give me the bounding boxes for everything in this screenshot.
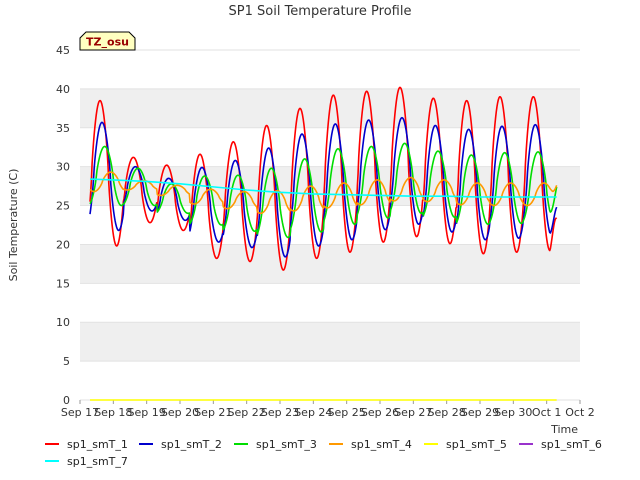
legend-swatch	[45, 443, 59, 445]
y-tick-label: 15	[56, 277, 70, 290]
legend-item-sp1_smT_5: sp1_smT_5	[424, 436, 507, 452]
y-tick-label: 45	[56, 44, 70, 57]
legend-label: sp1_smT_4	[351, 437, 412, 451]
legend-swatch	[329, 443, 343, 445]
series-line-sp1_smT_4	[89, 171, 558, 215]
tz-badge-label: TZ_osu	[86, 36, 129, 49]
series-line-sp1_smT_3	[89, 142, 558, 239]
y-tick-label: 40	[56, 83, 70, 96]
tz-badge-shape	[79, 31, 136, 51]
y-tick-label: 30	[56, 161, 70, 174]
y-tick-label: 5	[63, 355, 70, 368]
x-tick-label: Sep 25	[328, 406, 366, 419]
legend-label: sp1_smT_5	[446, 437, 507, 451]
x-axis-label: Time	[550, 423, 578, 436]
x-tick-label: Sep 18	[94, 406, 132, 419]
y-tick-label: 20	[56, 238, 70, 251]
x-tick-label: Sep 19	[128, 406, 166, 419]
legend-swatch	[234, 443, 248, 445]
legend-label: sp1_smT_3	[256, 437, 317, 451]
legend-item-sp1_smT_3: sp1_smT_3	[234, 436, 317, 452]
chart-title: SP1 Soil Temperature Profile	[229, 4, 412, 19]
series-line-sp1_smT_7	[89, 178, 557, 198]
legend-swatch	[45, 460, 59, 462]
x-tick-label: Sep 21	[194, 406, 232, 419]
y-tick-label: 0	[63, 394, 70, 407]
legend-label: sp1_smT_1	[67, 437, 128, 451]
legend-label: sp1_smT_2	[161, 437, 222, 451]
legend-swatch	[424, 443, 438, 445]
x-tick-label: Sep 26	[361, 406, 399, 419]
legend-item-sp1_smT_6: sp1_smT_6	[519, 436, 602, 452]
legend-label: sp1_smT_7	[67, 454, 128, 468]
y-axis-label: Soil Temperature (C)	[7, 169, 20, 282]
series-line-sp1_smT_1	[89, 86, 558, 271]
series-lines	[89, 86, 558, 401]
legend-item-sp1_smT_7: sp1_smT_7	[45, 453, 128, 469]
legend-label: sp1_smT_6	[541, 437, 602, 451]
x-tick-label: Oct 2	[565, 406, 595, 419]
y-tick-label: 10	[56, 316, 70, 329]
x-tick-label: Sep 29	[461, 406, 499, 419]
legend-item-sp1_smT_2: sp1_smT_2	[139, 436, 222, 452]
y-axis: 0 5 10 15 20 25 30 35 40 45	[56, 44, 70, 407]
x-tick-label: Sep 27	[394, 406, 432, 419]
legend-swatch	[519, 443, 533, 445]
x-tick-label: Sep 22	[228, 406, 266, 419]
x-tick-label: Sep 23	[261, 406, 299, 419]
x-tick-label: Sep 24	[294, 406, 332, 419]
x-tick-label: Sep 20	[161, 406, 199, 419]
legend-item-sp1_smT_4: sp1_smT_4	[329, 436, 412, 452]
legend-item-sp1_smT_1: sp1_smT_1	[45, 436, 128, 452]
x-tick-label: Sep 30	[494, 406, 532, 419]
y-tick-label: 25	[56, 200, 70, 213]
x-tick-label: Sep 17	[61, 406, 99, 419]
x-tick-label: Oct 1	[532, 406, 562, 419]
grid-band	[80, 244, 580, 284]
y-tick-label: 35	[56, 122, 70, 135]
tz-badge: TZ_osu	[79, 31, 136, 51]
legend-swatch	[139, 443, 153, 445]
grid-band	[80, 322, 580, 362]
x-tick-label: Sep 28	[428, 406, 466, 419]
